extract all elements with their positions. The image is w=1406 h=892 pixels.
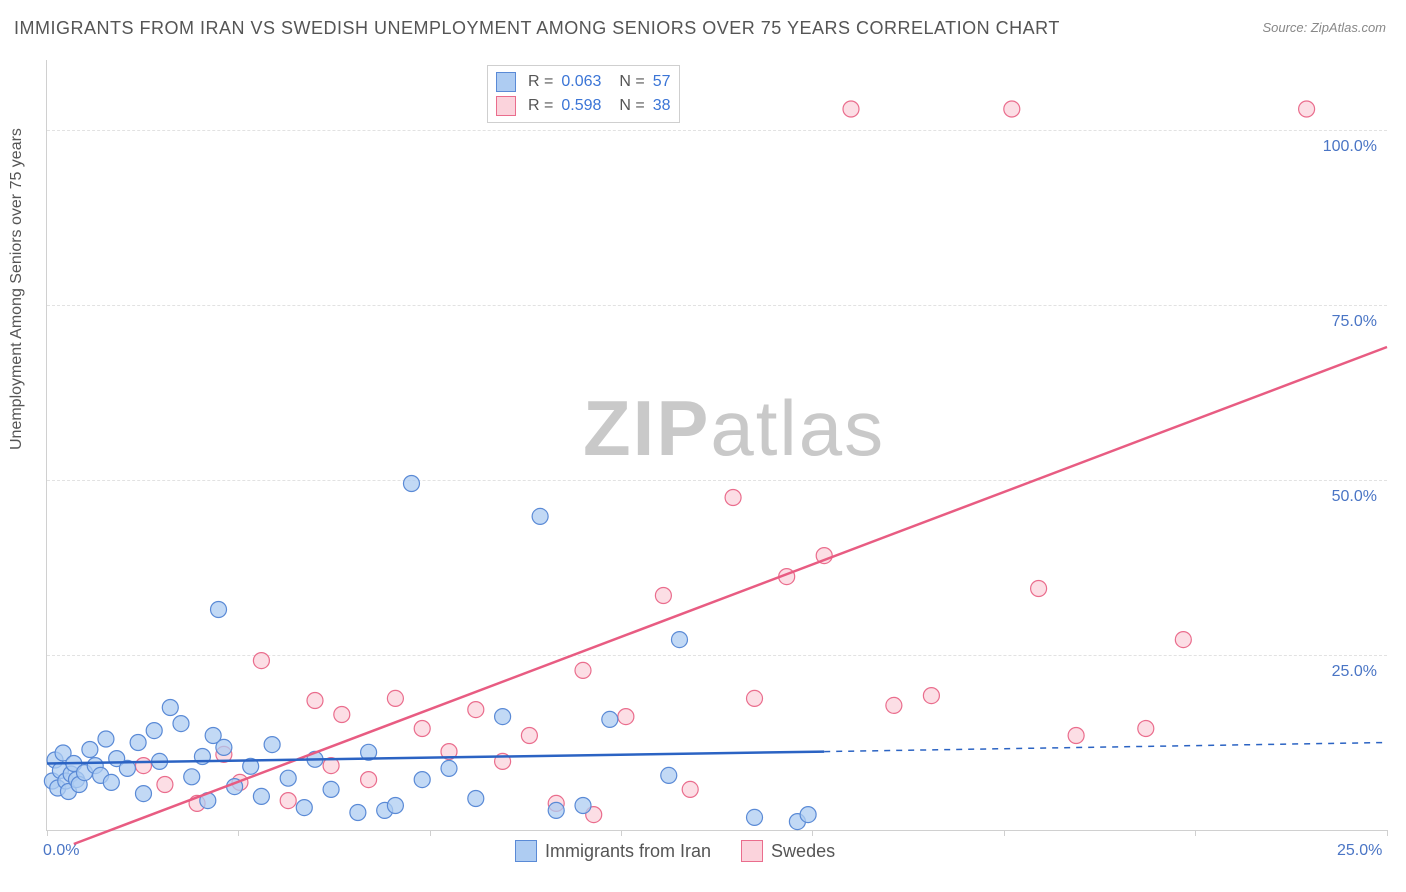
blue-point <box>184 769 200 785</box>
x-tick <box>47 830 48 836</box>
blue-point <box>103 774 119 790</box>
blue-point <box>532 508 548 524</box>
pink-point <box>521 728 537 744</box>
blue-point <box>82 742 98 758</box>
blue-point <box>671 632 687 648</box>
blue-point <box>216 739 232 755</box>
pink-point <box>747 690 763 706</box>
blue-point <box>468 791 484 807</box>
blue-point <box>296 800 312 816</box>
legend-item-blue: Immigrants from Iran <box>515 840 711 862</box>
series-legend: Immigrants from Iran Swedes <box>515 840 835 862</box>
pink-point <box>575 662 591 678</box>
blue-point <box>800 807 816 823</box>
chart-title: IMMIGRANTS FROM IRAN VS SWEDISH UNEMPLOY… <box>14 18 1060 39</box>
source-attribution: Source: ZipAtlas.com <box>1262 20 1386 35</box>
pink-point <box>307 693 323 709</box>
pink-point <box>1299 101 1315 117</box>
pink-point <box>361 772 377 788</box>
x-tick <box>1387 830 1388 836</box>
pink-point <box>1068 728 1084 744</box>
blue-point <box>350 805 366 821</box>
blue-point <box>98 731 114 747</box>
pink-point <box>843 101 859 117</box>
blue-point <box>280 770 296 786</box>
pink-point <box>923 688 939 704</box>
blue-point <box>173 716 189 732</box>
pink-trend-line <box>74 347 1387 844</box>
x-tick <box>621 830 622 836</box>
blue-point <box>146 723 162 739</box>
pink-point <box>280 793 296 809</box>
pink-point <box>157 777 173 793</box>
blue-point <box>661 767 677 783</box>
blue-trend-line-extrapolated <box>824 743 1387 752</box>
blue-point <box>135 786 151 802</box>
blue-point <box>253 788 269 804</box>
chart-svg <box>47 60 1387 830</box>
blue-point <box>602 711 618 727</box>
blue-point <box>130 735 146 751</box>
x-tick <box>1195 830 1196 836</box>
legend-pink-swatch-icon <box>741 840 763 862</box>
blue-point <box>441 760 457 776</box>
blue-point <box>387 798 403 814</box>
x-tick-label: 0.0% <box>43 842 79 860</box>
pink-point <box>1175 632 1191 648</box>
pink-point <box>682 781 698 797</box>
x-tick <box>238 830 239 836</box>
pink-point <box>1138 721 1154 737</box>
x-tick-label: 25.0% <box>1337 842 1382 860</box>
blue-point <box>211 602 227 618</box>
pink-point <box>334 707 350 723</box>
x-tick <box>1004 830 1005 836</box>
x-tick <box>430 830 431 836</box>
y-axis-label: Unemployment Among Seniors over 75 years <box>8 128 26 450</box>
blue-point <box>548 802 564 818</box>
pink-point <box>253 653 269 669</box>
pink-point <box>1004 101 1020 117</box>
blue-point <box>403 476 419 492</box>
blue-point <box>264 737 280 753</box>
blue-point <box>162 700 178 716</box>
pink-point <box>135 758 151 774</box>
legend-item-pink: Swedes <box>741 840 835 862</box>
pink-point <box>655 588 671 604</box>
pink-point <box>387 690 403 706</box>
legend-blue-label: Immigrants from Iran <box>545 841 711 862</box>
blue-point <box>495 709 511 725</box>
pink-point <box>725 490 741 506</box>
chart-plot-area: ZIPatlas R = 0.063 N = 57 R = 0.598 N = … <box>46 60 1387 831</box>
legend-blue-swatch-icon <box>515 840 537 862</box>
blue-point <box>575 798 591 814</box>
pink-point <box>468 702 484 718</box>
pink-point <box>886 697 902 713</box>
blue-point <box>323 781 339 797</box>
blue-point <box>414 772 430 788</box>
pink-point <box>618 709 634 725</box>
pink-point <box>1031 581 1047 597</box>
x-tick <box>812 830 813 836</box>
pink-point <box>414 721 430 737</box>
blue-point <box>747 809 763 825</box>
legend-pink-label: Swedes <box>771 841 835 862</box>
